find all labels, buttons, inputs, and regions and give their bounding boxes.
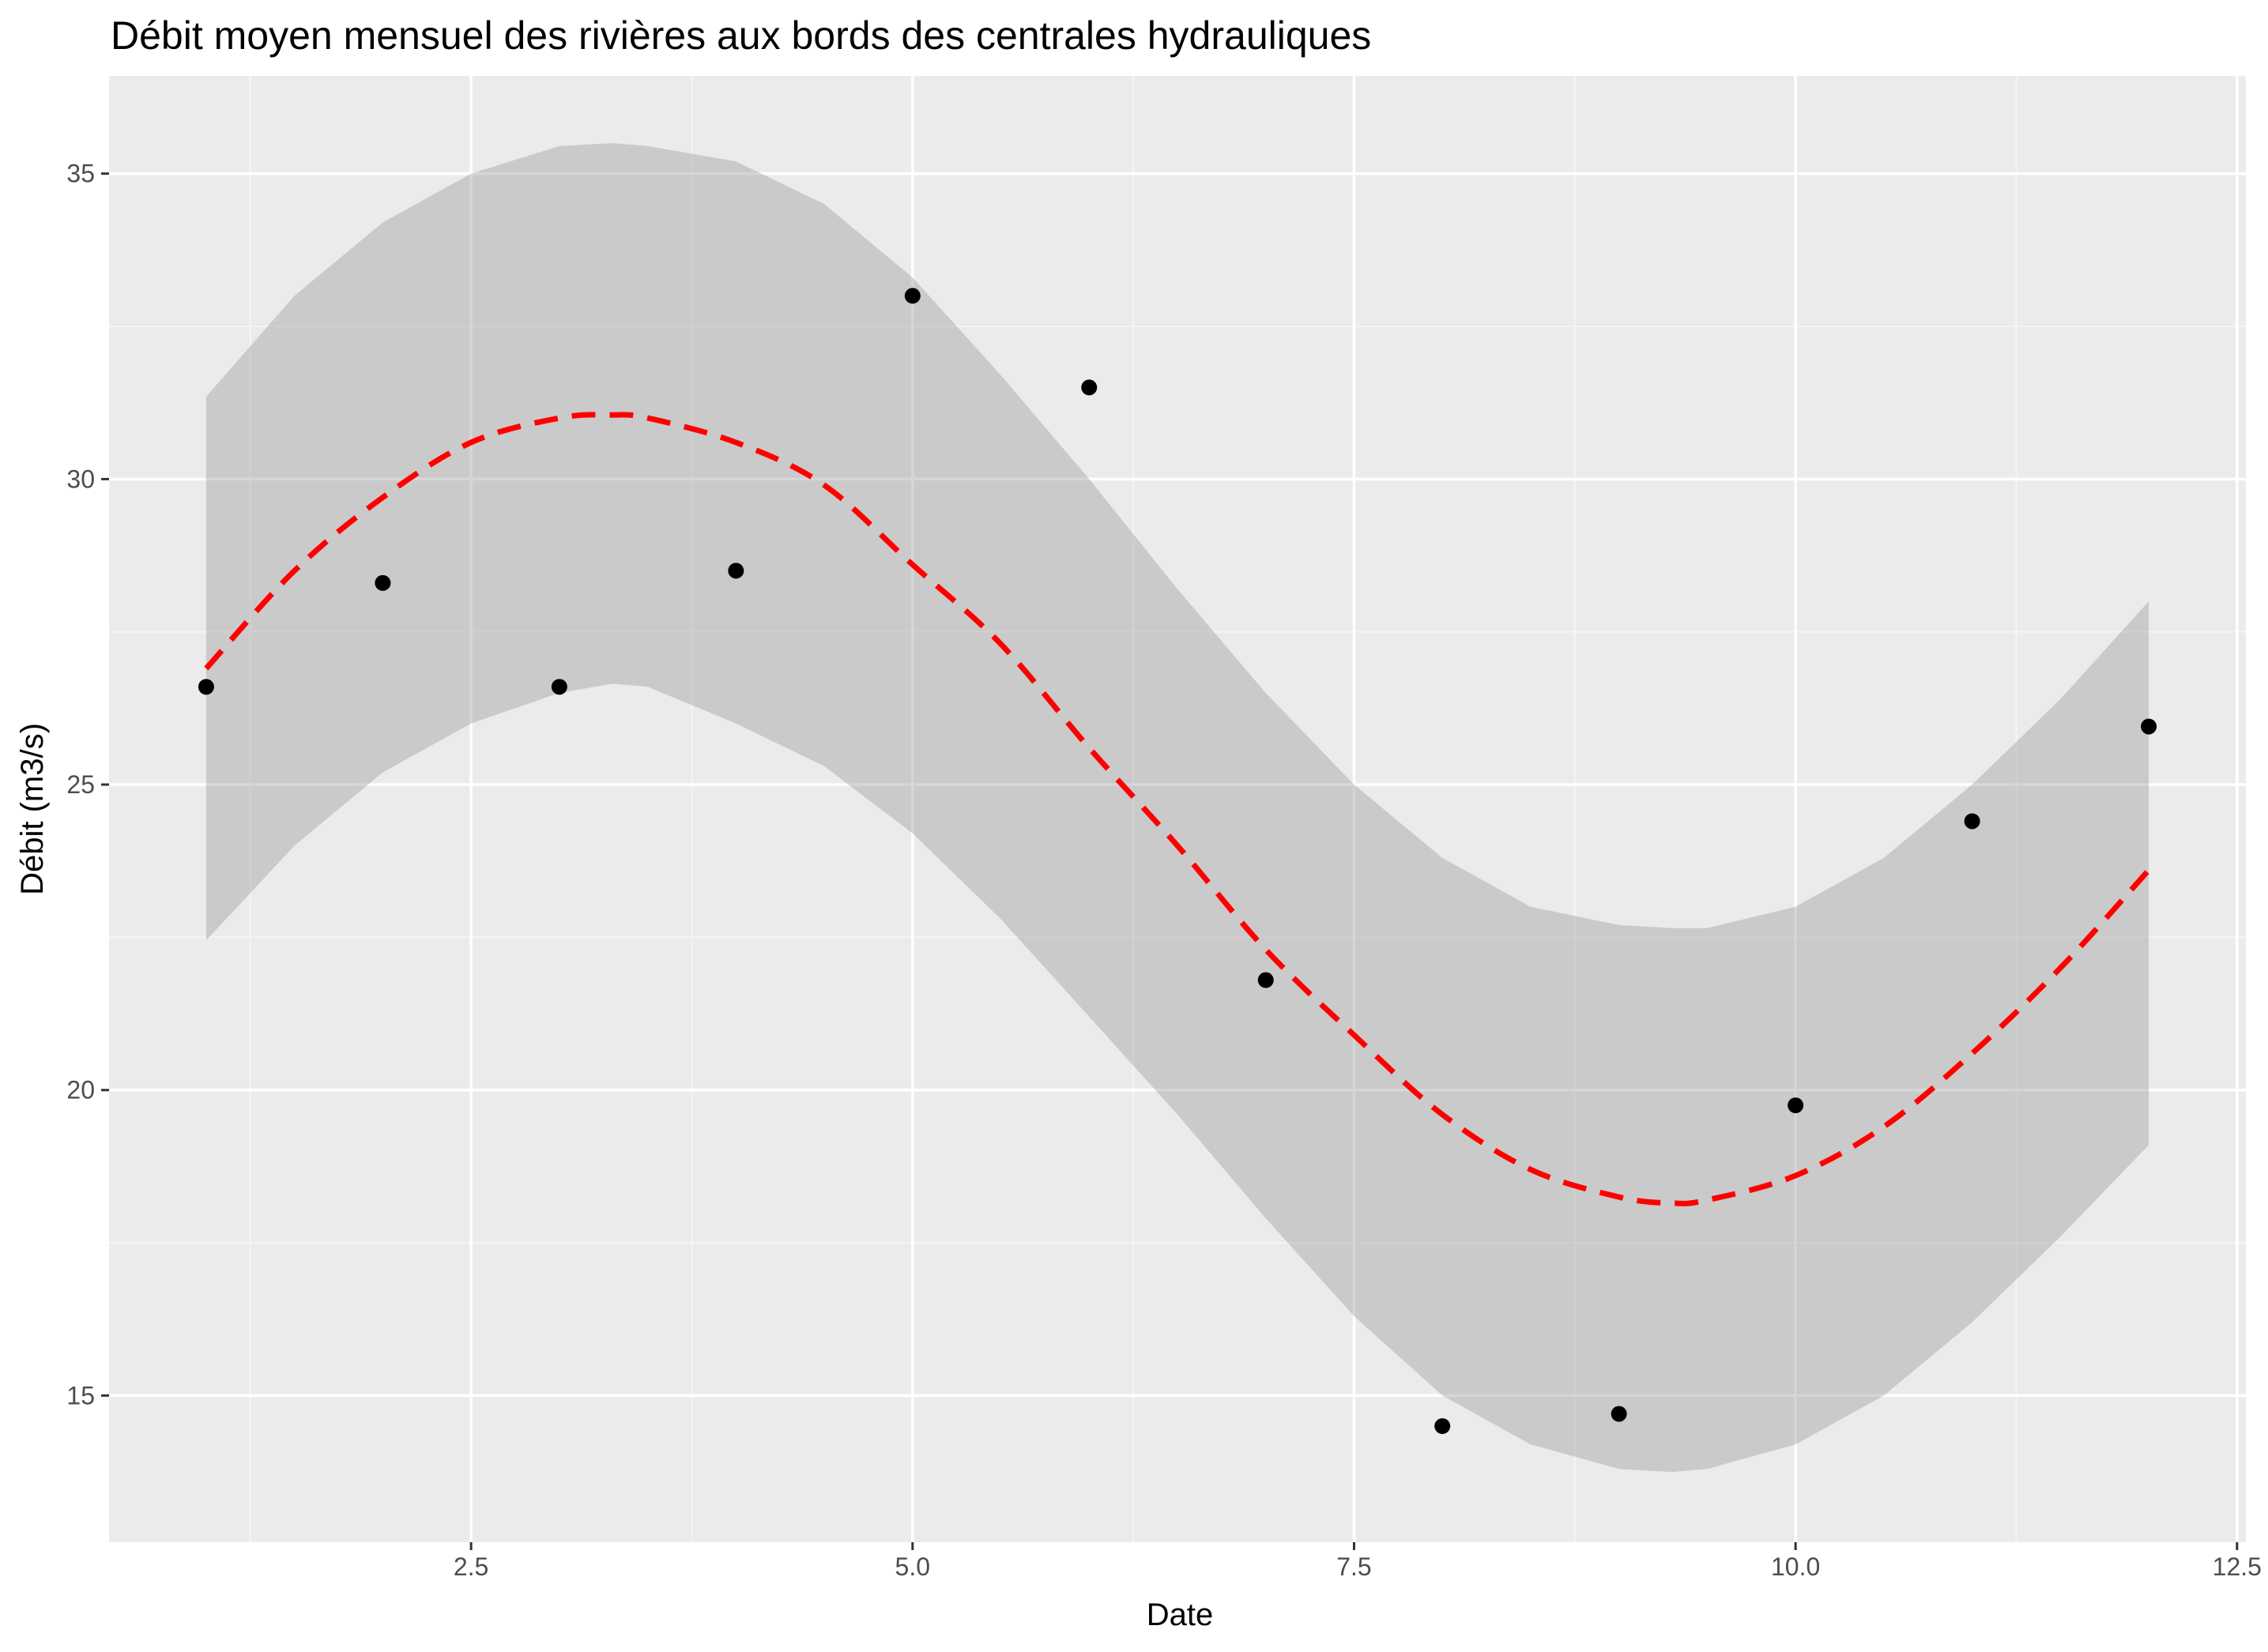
data-point-8 xyxy=(1434,1418,1451,1435)
y-tick-label-1: 20 xyxy=(66,1076,95,1104)
data-point-10 xyxy=(1788,1097,1804,1114)
x-axis-title: Date xyxy=(1147,1597,1214,1632)
trend-line-layer xyxy=(204,412,2151,1206)
data-point-5 xyxy=(904,288,921,304)
y-axis-title: Débit (m3/s) xyxy=(15,723,50,895)
data-point-6 xyxy=(1081,379,1098,396)
confidence-band-layer xyxy=(205,143,2149,1473)
y-tick-label-4: 35 xyxy=(66,160,95,188)
plot-panel xyxy=(109,76,2246,1542)
data-point-7 xyxy=(1257,972,1274,988)
data-point-11 xyxy=(1964,813,1980,830)
y-tick-label-0: 15 xyxy=(66,1381,95,1409)
data-point-4 xyxy=(728,563,744,579)
confidence-band xyxy=(205,143,2149,1473)
x-tick-label-2: 7.5 xyxy=(1336,1552,1371,1581)
x-tick-label-3: 10.0 xyxy=(1771,1552,1820,1581)
major-gridlines xyxy=(109,76,2246,1542)
minor-gridlines xyxy=(109,76,2246,1542)
trend-line xyxy=(204,412,2151,1206)
y-tick-label-2: 25 xyxy=(66,770,95,799)
data-point-2 xyxy=(375,574,391,591)
data-point-1 xyxy=(198,679,214,695)
x-axis: 2.5 5.0 7.5 10.0 12.5 xyxy=(454,1542,2262,1581)
data-point-12 xyxy=(2141,718,2157,735)
x-tick-label-4: 12.5 xyxy=(2213,1552,2262,1581)
chart-title: Débit moyen mensuel des rivières aux bor… xyxy=(111,13,1371,58)
data-points-layer xyxy=(198,288,2157,1435)
y-tick-label-3: 30 xyxy=(66,465,95,493)
data-point-3 xyxy=(551,679,567,695)
x-tick-label-0: 2.5 xyxy=(454,1552,488,1581)
y-axis: 15 20 25 30 35 xyxy=(66,160,109,1409)
x-tick-label-1: 5.0 xyxy=(895,1552,930,1581)
data-point-9 xyxy=(1611,1406,1627,1422)
